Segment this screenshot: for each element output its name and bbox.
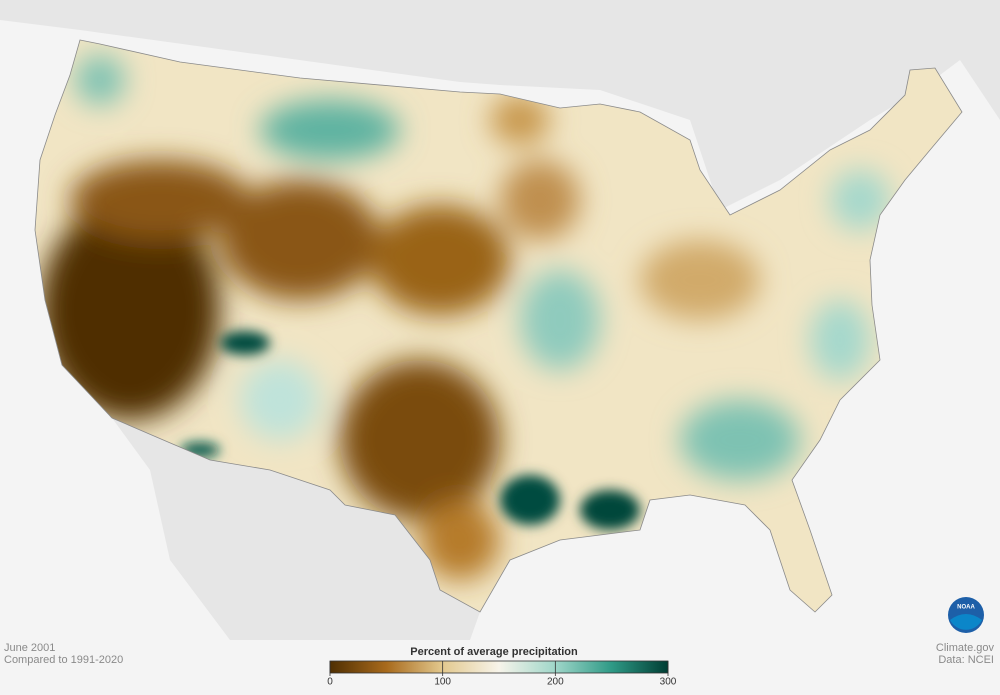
legend-tick-label: 300 — [660, 677, 677, 688]
period: June 2001 — [4, 642, 55, 654]
legend-tick-label: 100 — [434, 677, 451, 688]
legend-tick-label: 0 — [327, 677, 333, 688]
legend-tick-label: 200 — [547, 677, 564, 688]
legend-bar — [329, 660, 669, 674]
site-credit: Climate.gov — [936, 642, 995, 654]
baseline: Compared to 1991-2020 — [4, 654, 123, 666]
mexico — [112, 418, 480, 640]
noaa-logo-wave — [950, 614, 982, 630]
legend-title: Percent of average precipitation — [410, 646, 578, 658]
data-credit: Data: NCEI — [938, 654, 994, 666]
noaa-logo-text: NOAA — [957, 605, 975, 611]
canada — [0, 0, 1000, 210]
